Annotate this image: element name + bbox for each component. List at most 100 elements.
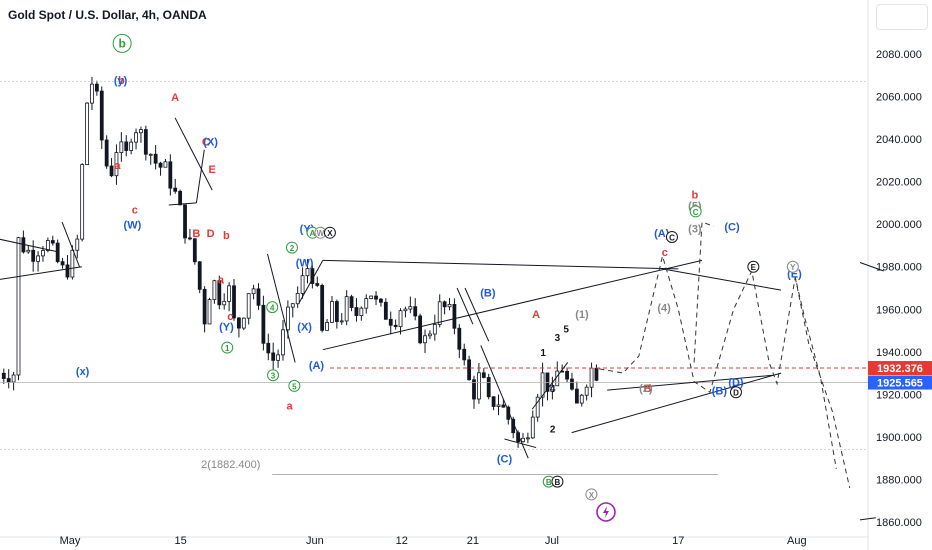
candle-body: [256, 288, 261, 306]
wave-label: (2): [639, 383, 653, 395]
wave-circle: [266, 301, 279, 314]
candle-body: [237, 317, 241, 329]
price-tick-label: 1980.000: [876, 262, 922, 274]
candle-body: [261, 304, 266, 344]
wave-circle: [786, 260, 799, 273]
candle-body: [540, 372, 545, 398]
trend-lines: [0, 81, 884, 521]
candle-body: [129, 141, 134, 151]
price-axis[interactable]: 1860.000 1880.000 1900.000 1920.000 1940.000…: [868, 49, 932, 529]
candle-body: [295, 292, 300, 305]
wave-label: (C): [724, 222, 740, 234]
candle-body: [271, 352, 276, 361]
price-tick-label: 2000.000: [876, 219, 922, 231]
price-tick-label: 2080.000: [876, 49, 922, 61]
wave-label: b: [692, 190, 699, 202]
candle-body: [31, 249, 36, 262]
candle-body: [290, 303, 295, 308]
candle-body: [501, 404, 506, 408]
candle-body: [173, 187, 178, 192]
candle-body: [477, 372, 481, 400]
candle-body: [192, 238, 197, 263]
wave-circle: [323, 226, 336, 239]
candle-body: [574, 388, 579, 404]
wave-label: 1: [540, 348, 546, 359]
candle-body: [315, 283, 320, 286]
wave-label: (B): [480, 288, 496, 300]
structure-line: [531, 362, 569, 410]
candle-body: [589, 367, 594, 388]
candle-body: [232, 285, 236, 319]
structure-line: [168, 202, 197, 206]
candle-body: [276, 354, 280, 361]
candle-body: [241, 317, 246, 329]
grid-lines: [0, 0, 869, 550]
candle-body: [570, 378, 574, 390]
candle-body: [246, 293, 251, 319]
wave-circle-label: C: [693, 208, 699, 217]
candle-body: [153, 153, 158, 164]
candle-body: [202, 288, 207, 325]
wave-circle-label: 2: [290, 244, 295, 253]
wave-circle: [585, 488, 598, 501]
candle-body: [320, 285, 325, 331]
candle-body: [452, 303, 457, 329]
structure-line: [61, 221, 80, 267]
candle-body: [11, 374, 16, 383]
wave-circle: [729, 386, 742, 399]
structure-line: [195, 149, 205, 203]
candle-body: [550, 385, 555, 392]
candle-body: [99, 90, 104, 141]
candle-body: [197, 261, 202, 290]
candle-body: [339, 320, 344, 323]
structure-line: [267, 253, 296, 363]
wave-circle: [112, 33, 132, 53]
wave-label: A: [532, 309, 540, 321]
second-price-label: 1925.565: [877, 378, 923, 390]
wave-label: (3): [688, 224, 702, 236]
candle-body: [55, 242, 60, 263]
structure-line: [464, 287, 490, 342]
time-tick-label: 17: [672, 535, 684, 547]
structure-line: [298, 260, 324, 304]
wave-label: (A): [309, 360, 325, 372]
candle-body: [90, 83, 94, 104]
wave-circle-label: D: [733, 389, 739, 398]
structure-line: [662, 268, 782, 291]
wave-label: b: [118, 75, 125, 87]
price-tick-label: 1900.000: [876, 432, 922, 444]
wave-label: (D): [728, 377, 744, 389]
settings-square-icon[interactable]: [876, 4, 928, 30]
candle-body: [565, 370, 569, 380]
candle-body: [437, 301, 442, 325]
fib-level-label: 2(1882.400): [201, 459, 260, 471]
candle-body: [168, 161, 173, 189]
current-price-label: 1932.376: [877, 363, 923, 375]
time-axis[interactable]: May 15 Jun 12 21 Jul 17 Aug: [60, 535, 807, 547]
candle-body: [334, 301, 339, 322]
candle-body: [207, 299, 212, 325]
time-tick-label: Jun: [306, 535, 324, 547]
candle-body: [579, 394, 584, 404]
wave-label: 4: [550, 384, 556, 395]
wave-label: 2: [550, 425, 556, 436]
candle-body: [530, 416, 535, 439]
wave-label: (X): [297, 322, 312, 334]
candle-body: [266, 342, 271, 354]
candle-body: [222, 300, 227, 306]
candle-body: [521, 437, 525, 443]
candle-body: [163, 161, 168, 168]
candle-body: [305, 268, 310, 277]
price-tick-label: 2020.000: [876, 177, 922, 189]
candles: [1, 76, 599, 448]
second-price-tag: [868, 375, 932, 390]
wave-circle-label: B: [546, 478, 552, 487]
structure-line: [480, 345, 529, 459]
candle-body: [119, 141, 124, 153]
candle-body: [496, 404, 501, 407]
wave-label: (W): [124, 219, 142, 231]
wave-circle: [665, 230, 678, 243]
candle-body: [70, 249, 75, 278]
